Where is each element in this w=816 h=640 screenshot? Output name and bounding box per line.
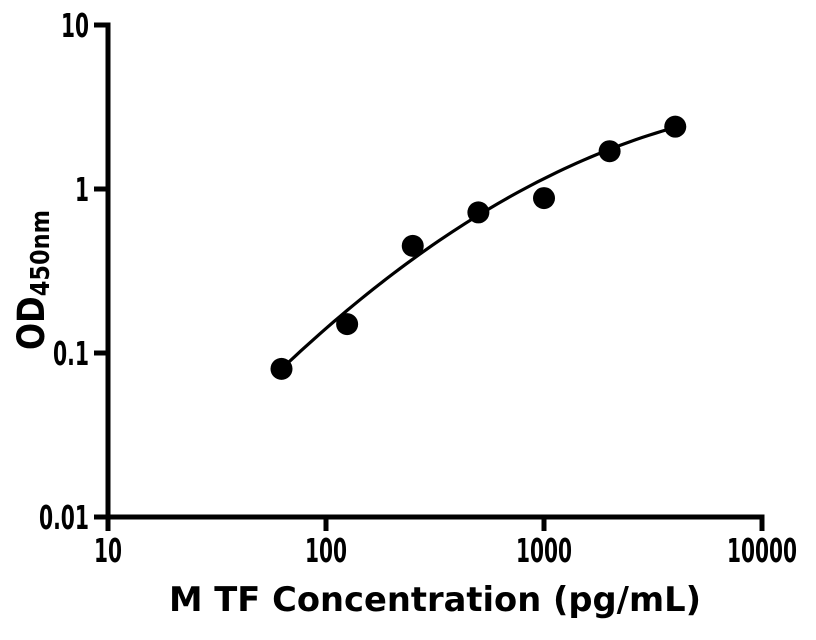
x-axis-title: M TF Concentration (pg/mL) [169,580,701,620]
data-point [401,234,424,257]
y-tick-label: 0.1 [53,334,89,373]
x-tick-label: 1000 [516,531,572,570]
y-axis-title: OD450nm [10,210,56,350]
data-point [598,140,621,163]
data-point [336,313,359,336]
y-tick-label: 0.01 [39,498,89,537]
x-tick-label: 10000 [727,531,797,570]
y-tick-label: 10 [61,6,89,45]
x-tick-label: 10 [94,531,122,570]
data-point [664,115,687,138]
data-point [533,187,555,210]
axis-spines [105,22,765,520]
data-point [467,201,490,224]
data-point [270,357,293,380]
x-tick-label: 100 [305,531,347,570]
y-tick-label: 1 [75,170,89,209]
